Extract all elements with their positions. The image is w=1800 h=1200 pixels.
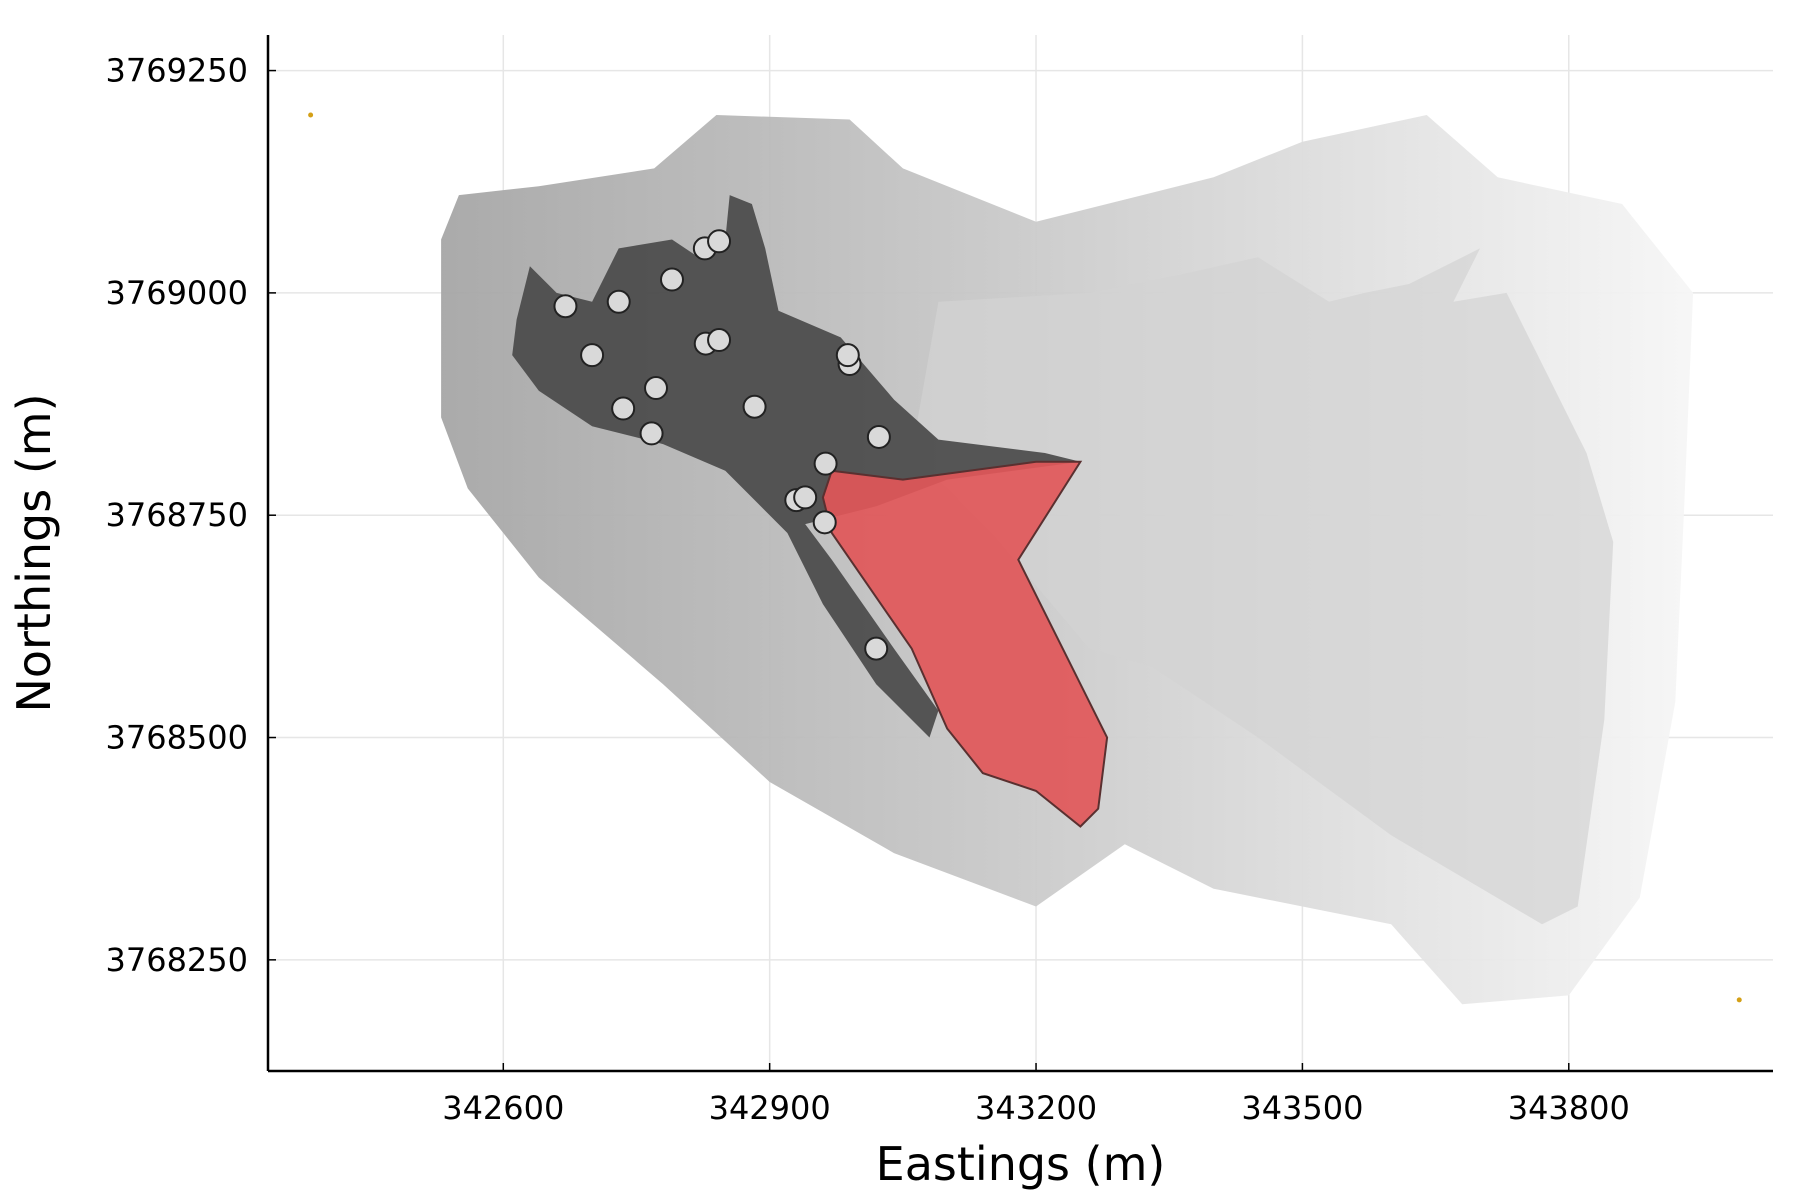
data-point xyxy=(742,394,767,419)
x-tick-label: 343800 xyxy=(1508,1089,1630,1127)
data-point xyxy=(644,376,669,401)
data-point xyxy=(707,229,732,254)
data-point xyxy=(793,485,818,510)
y-tick-label: 3768750 xyxy=(105,496,248,534)
sample-points xyxy=(308,112,1742,1003)
y-tick-label: 3768250 xyxy=(105,941,248,979)
y-tick-label: 3769000 xyxy=(105,274,248,312)
data-point xyxy=(864,636,889,661)
dark-region xyxy=(512,195,1081,738)
corner-marker xyxy=(1736,997,1742,1003)
axes xyxy=(266,35,1773,1073)
data-point xyxy=(611,396,636,421)
y-tick-label: 3769250 xyxy=(105,52,248,90)
x-tick-label: 343500 xyxy=(1241,1089,1363,1127)
inner-field-polygon xyxy=(911,248,1614,925)
y-axis-label: Northings (m) xyxy=(7,393,61,712)
x-axis-label: Eastings (m) xyxy=(876,1137,1166,1191)
data-point xyxy=(813,451,838,476)
data-point xyxy=(812,510,837,535)
data-point xyxy=(659,267,684,292)
red-region xyxy=(821,460,1109,828)
data-point xyxy=(580,343,605,368)
regions xyxy=(512,195,1109,828)
data-point xyxy=(606,289,631,314)
data-point xyxy=(866,424,891,449)
x-tick-label: 342900 xyxy=(709,1089,831,1127)
tick-labels: 342600 342900 343200 343500 343800 3768250 376… xyxy=(105,52,1629,1127)
y-tick-label: 3768500 xyxy=(105,719,248,757)
data-point xyxy=(707,328,732,353)
data-point xyxy=(553,294,578,319)
data-point xyxy=(639,421,664,446)
x-tick-label: 343200 xyxy=(975,1089,1097,1127)
data-point xyxy=(835,343,860,368)
x-tick-label: 342600 xyxy=(442,1089,564,1127)
corner-marker xyxy=(308,112,314,118)
